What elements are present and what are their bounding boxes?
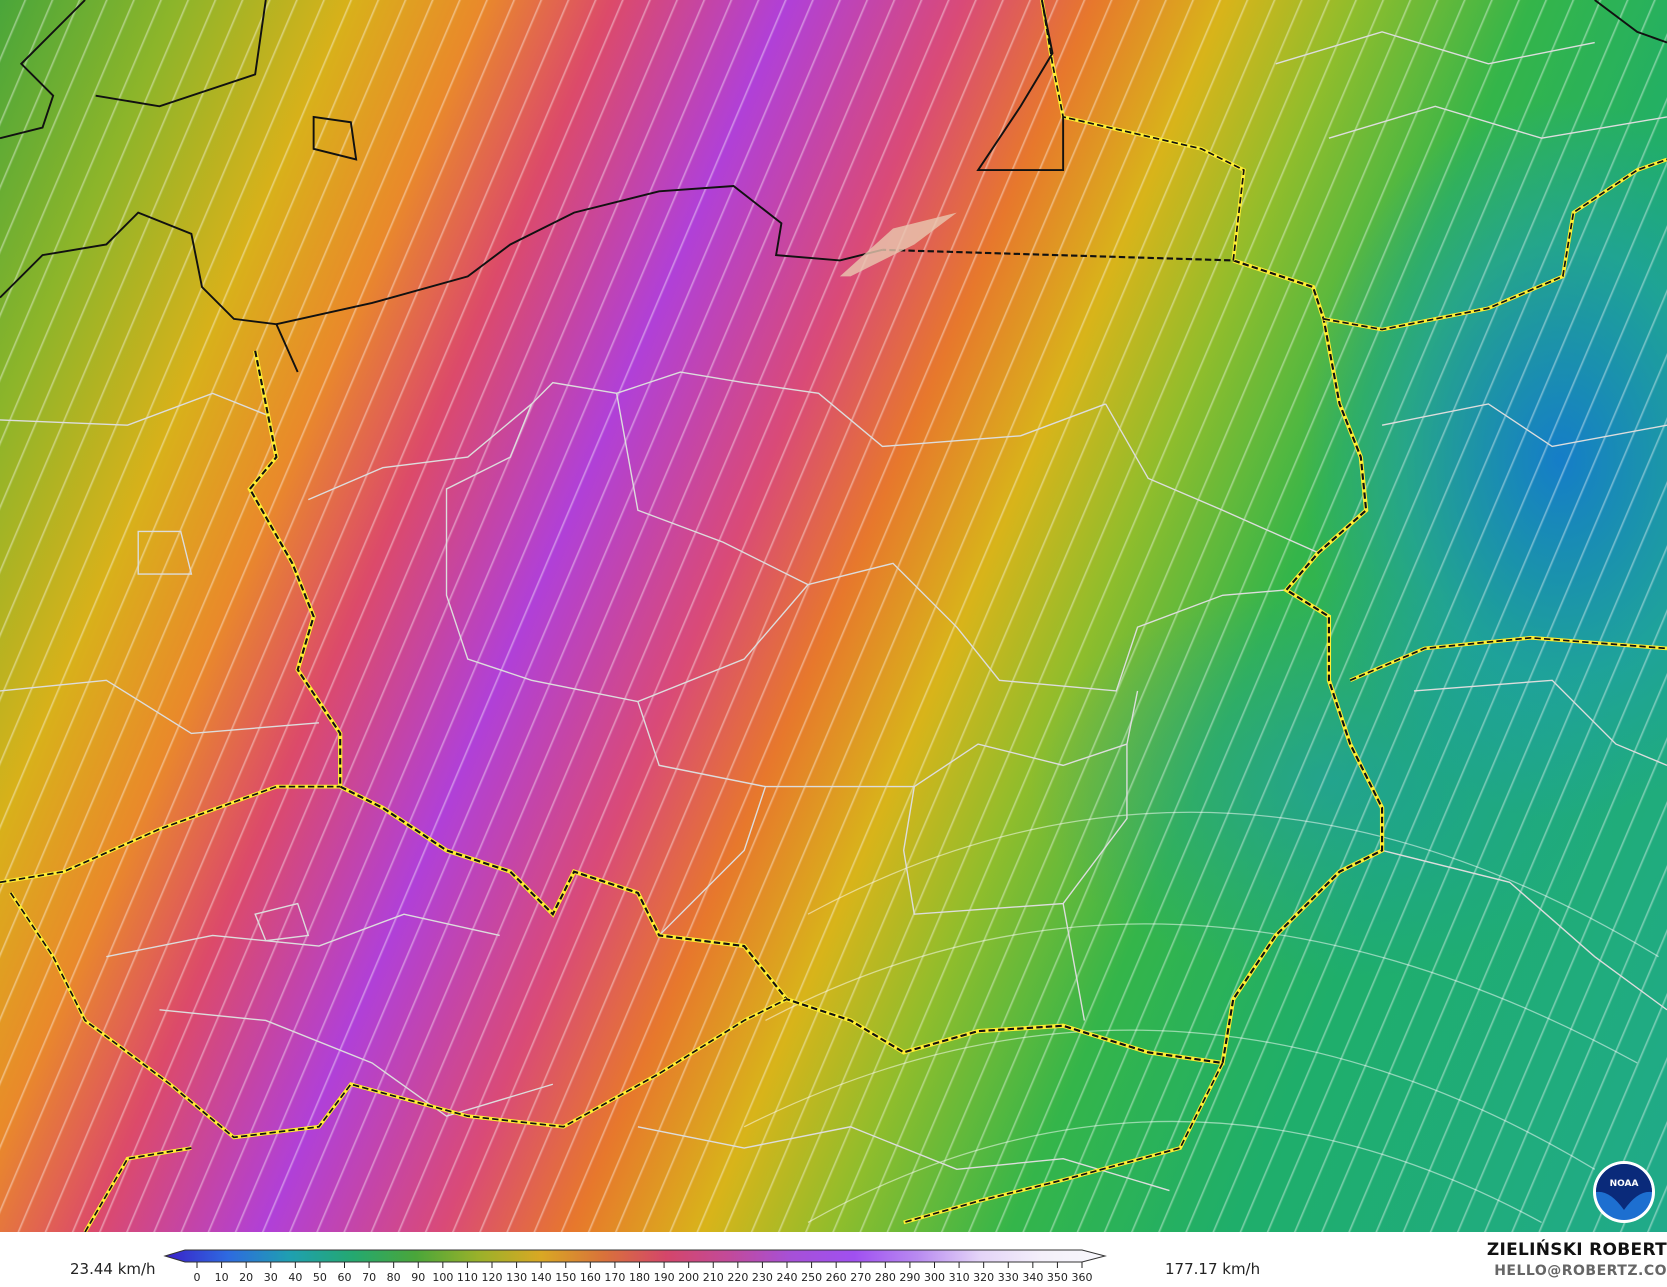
colorbar-tick-label: 70	[362, 1271, 376, 1284]
colorbar-tick-label: 20	[239, 1271, 253, 1284]
colorbar-tick-label: 90	[411, 1271, 425, 1284]
colorbar-tick-label: 220	[727, 1271, 748, 1284]
colorbar-tick-label: 240	[777, 1271, 798, 1284]
noaa-logo-text: NOAA	[1610, 1179, 1639, 1189]
colorbar-tick-label: 140	[531, 1271, 552, 1284]
colorbar-scale	[163, 1249, 1107, 1263]
other-national-borders	[0, 0, 1667, 1232]
colorbar-tick-label: 110	[457, 1271, 478, 1284]
author-email: HELLO@ROBERTZ.CO	[1494, 1263, 1667, 1279]
colorbar-tick-label: 360	[1072, 1271, 1093, 1284]
colorbar-tick-label: 120	[482, 1271, 503, 1284]
colorbar-tick-label: 160	[580, 1271, 601, 1284]
streamline-curve	[807, 811, 1659, 958]
colorbar-tick-label: 40	[288, 1271, 302, 1284]
colorbar-tick-label: 250	[801, 1271, 822, 1284]
colorbar-tick-label: 80	[387, 1271, 401, 1284]
colorbar-tick-label: 0	[194, 1271, 201, 1284]
colorbar-tick-label: 300	[924, 1271, 945, 1284]
max-value-label: 177.17 km/h	[1165, 1260, 1261, 1278]
colorbar-tick-label: 290	[899, 1271, 920, 1284]
streamline-curve	[743, 1029, 1596, 1170]
poland-border	[247, 248, 1385, 1066]
colorbar-tick-label: 280	[875, 1271, 896, 1284]
streamline-curve	[807, 1120, 1542, 1223]
colorbar-tick-label: 320	[973, 1271, 994, 1284]
colorbar-tick-label: 30	[264, 1271, 278, 1284]
colorbar-tick-label: 10	[215, 1271, 229, 1284]
colorbar-tick-label: 210	[703, 1271, 724, 1284]
wind-streamlines	[0, 0, 1667, 1232]
author-name: ZIELIŃSKI ROBERT	[1486, 1240, 1667, 1260]
colorbar-tick-label: 170	[604, 1271, 625, 1284]
colorbar-tick-label: 200	[678, 1271, 699, 1284]
colorbar-tick-label: 150	[555, 1271, 576, 1284]
colorbar: 0 10 20 30 40 50 60 70 80 90 100 110 120 130 140 150 160…	[163, 1249, 1107, 1284]
colorbar-tick-label: 350	[1047, 1271, 1068, 1284]
legend-bar: 23.44 km/h 177.17 km/h 0 10 20 30 40 50 60 70 80…	[0, 1232, 1667, 1287]
colorbar-tick-label: 50	[313, 1271, 327, 1284]
other-national-borders-dash	[0, 0, 1667, 1232]
colorbar-tick-label: 340	[1022, 1271, 1043, 1284]
colorbar-tick-label: 190	[654, 1271, 675, 1284]
colorbar-tick-label: 100	[432, 1271, 453, 1284]
colorbar-tick-label: 60	[338, 1271, 352, 1284]
wind-map: NOAA	[0, 0, 1667, 1232]
colorbar-tick-label: 270	[850, 1271, 871, 1284]
colorbar-tick-label: 260	[826, 1271, 847, 1284]
colorbar-tick-label: 330	[998, 1271, 1019, 1284]
colorbar-tick-label: 180	[629, 1271, 650, 1284]
colorbar-tick-label: 230	[752, 1271, 773, 1284]
noaa-logo: NOAA	[1593, 1161, 1655, 1223]
low-wind-area	[0, 0, 1667, 1232]
colorbar-tick-label: 130	[506, 1271, 527, 1284]
borders-layer	[0, 0, 1667, 1232]
streamline-curve	[765, 923, 1638, 1064]
admin-borders	[0, 31, 1667, 1192]
colorbar-tick-label: 310	[949, 1271, 970, 1284]
coastline	[0, 0, 1667, 373]
min-value-label: 23.44 km/h	[70, 1260, 156, 1278]
vistula-lagoon	[839, 212, 957, 277]
